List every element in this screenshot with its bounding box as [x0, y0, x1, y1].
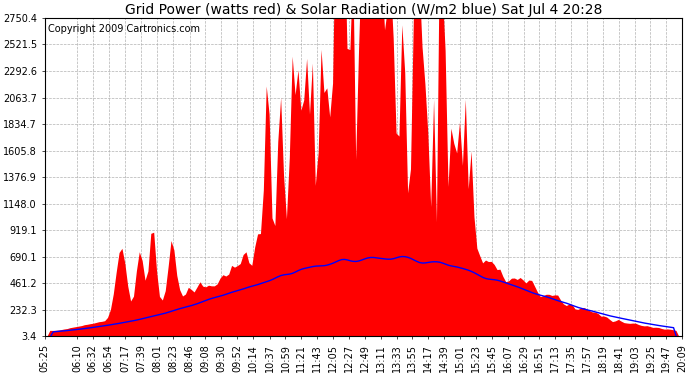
Title: Grid Power (watts red) & Solar Radiation (W/m2 blue) Sat Jul 4 20:28: Grid Power (watts red) & Solar Radiation…: [125, 3, 602, 17]
Text: Copyright 2009 Cartronics.com: Copyright 2009 Cartronics.com: [48, 24, 199, 34]
